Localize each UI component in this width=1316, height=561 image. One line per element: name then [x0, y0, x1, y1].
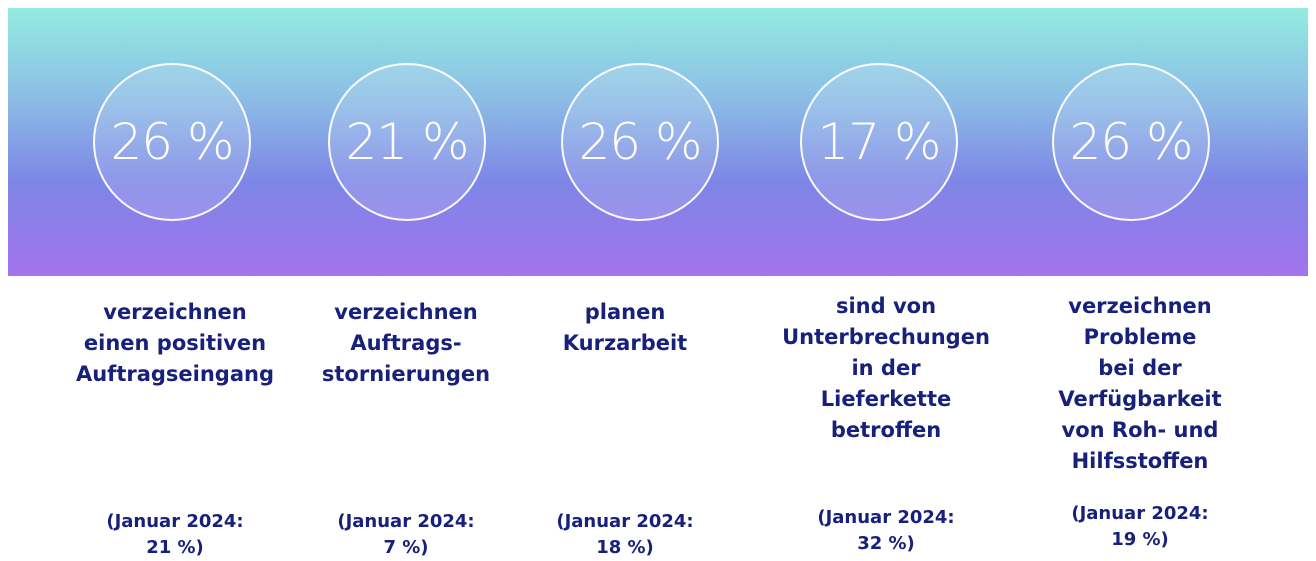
description-line: planen: [584, 300, 666, 324]
description-line: Auftrags-: [350, 331, 462, 355]
description-line: einen positiven: [83, 331, 267, 355]
comparison-line: 18 %): [596, 537, 654, 558]
description-line: Lieferkette: [820, 387, 952, 411]
value-circle: 26 %: [93, 63, 251, 221]
description-line: stornierungen: [321, 362, 491, 386]
description-line: Probleme: [1083, 325, 1197, 349]
comparison: (Januar 2024: 7 %): [286, 509, 526, 561]
value-circle: 26 %: [561, 63, 719, 221]
comparison: (Januar 2024: 32 %): [766, 505, 1006, 557]
comparison-line: (Januar 2024:: [337, 511, 475, 532]
value-circle: 17 %: [800, 63, 958, 221]
comparison-line: 21 %): [146, 537, 204, 558]
comparison-line: 19 %): [1111, 529, 1169, 550]
description-line: betroffen: [830, 418, 942, 442]
comparison-line: (Januar 2024:: [817, 507, 955, 528]
description-line: von Roh- und: [1061, 418, 1219, 442]
description-line: Auftragseingang: [75, 362, 274, 386]
comparison-line: (Januar 2024:: [106, 511, 244, 532]
description-line: in der: [851, 356, 921, 380]
description-line: Hilfsstoffen: [1071, 449, 1209, 473]
comparison-line: 7 %): [383, 537, 429, 558]
comparison-line: (Januar 2024:: [556, 511, 694, 532]
description-line: verzeichnen: [1068, 294, 1212, 318]
description: sind von Unterbrechungen in der Lieferkette…: [766, 291, 1006, 446]
comparison: (Januar 2024: 18 %): [505, 509, 745, 561]
description-line: verzeichnen: [334, 300, 478, 324]
comparison: (Januar 2024: 21 %): [55, 509, 295, 561]
description-line: bei der: [1098, 356, 1182, 380]
description-line: Unterbrechungen: [782, 325, 990, 349]
description-line: Verfügbarkeit: [1058, 387, 1222, 411]
description: verzeichnen Auftrags-stornierungen: [286, 297, 526, 390]
description-line: Kurzarbeit: [562, 331, 688, 355]
comparison-line: (Januar 2024:: [1071, 503, 1209, 524]
value-circle: 26 %: [1052, 63, 1210, 221]
description-line: verzeichnen: [103, 300, 247, 324]
description: planen Kurzarbeit: [505, 297, 745, 359]
description: verzeichnen einen positiven Auftragseingan…: [55, 297, 295, 390]
value-circle: 21 %: [328, 63, 486, 221]
comparison: (Januar 2024: 19 %): [1020, 501, 1260, 553]
description-line: sind von: [835, 294, 937, 318]
description: verzeichnen Probleme bei der Verfügbarkeit v…: [1020, 291, 1260, 477]
comparison-line: 32 %): [857, 533, 915, 554]
